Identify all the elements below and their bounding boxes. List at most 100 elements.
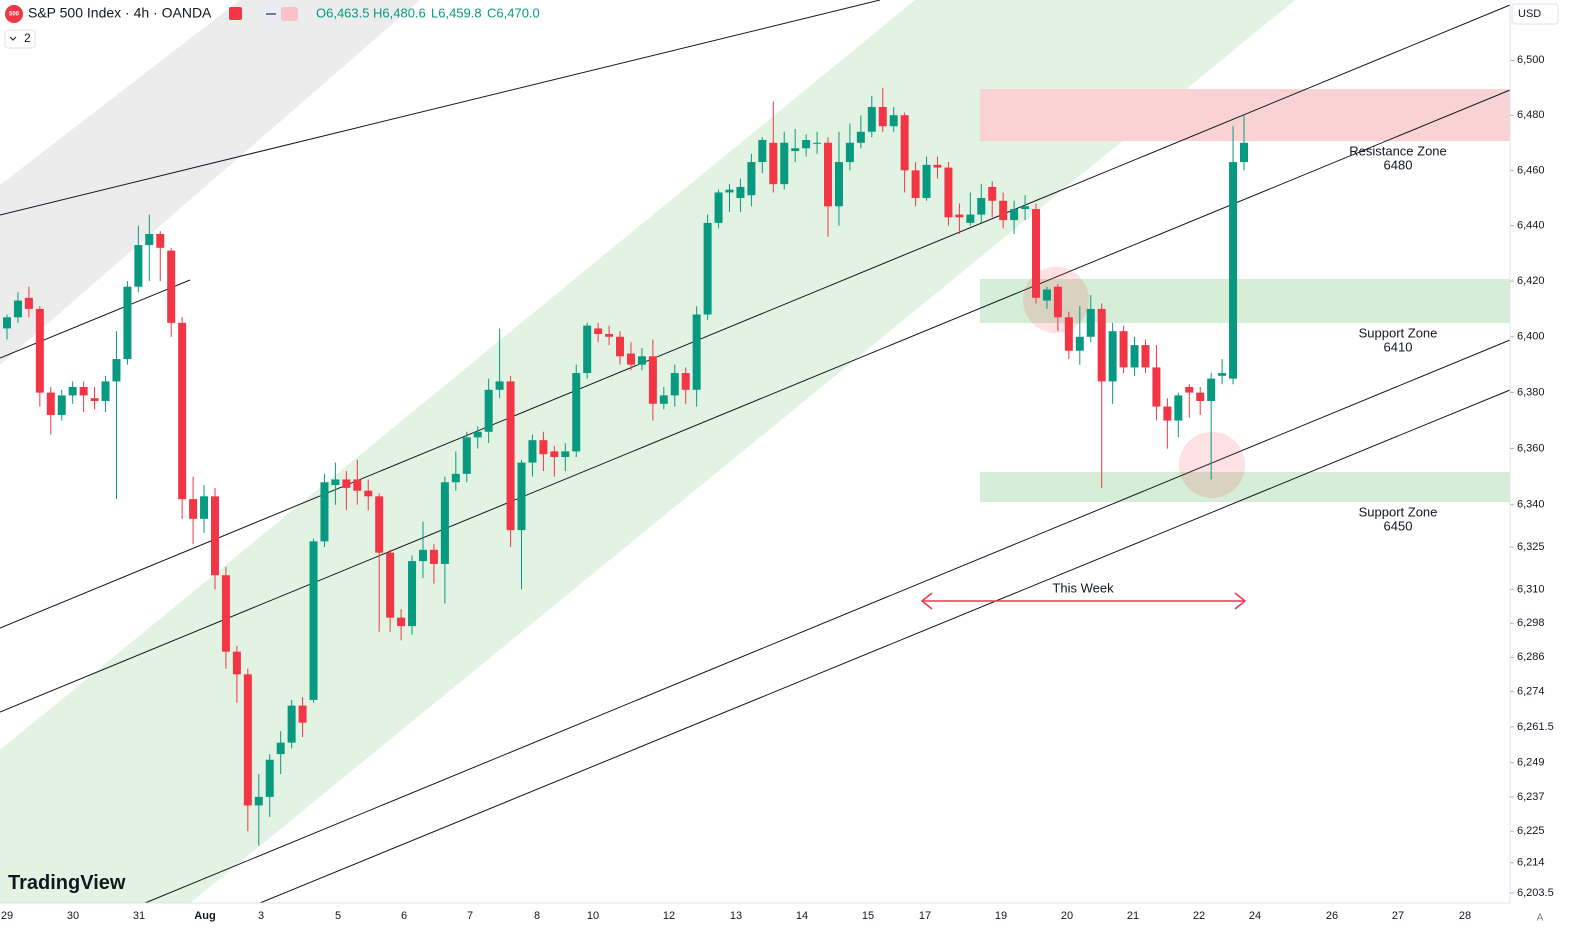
candle-body xyxy=(123,286,132,360)
candle-body xyxy=(79,387,88,396)
candle-body xyxy=(1196,392,1205,401)
candle-body xyxy=(539,440,548,455)
candle-body xyxy=(429,549,438,564)
candle-body xyxy=(462,437,471,474)
grey-channel xyxy=(0,0,420,365)
candle-body xyxy=(440,482,449,564)
x-tick-label: 5 xyxy=(335,910,341,922)
candle-body xyxy=(747,162,756,196)
candle-body xyxy=(845,142,854,163)
candle-body xyxy=(813,142,822,144)
chevron xyxy=(9,36,17,41)
ohlc-open: O6,463.5 xyxy=(316,5,370,20)
candle-body xyxy=(616,336,625,357)
auto-scale[interactable]: A xyxy=(1537,913,1544,924)
candle-body xyxy=(572,373,581,452)
y-tick-label: 6,380 xyxy=(1517,386,1545,398)
y-tick-label: 6,237 xyxy=(1517,791,1545,803)
candle-body xyxy=(451,473,460,483)
candle-body xyxy=(309,541,318,700)
candle-body xyxy=(210,496,219,576)
annotation: Resistance Zone xyxy=(1349,143,1447,158)
candle-body xyxy=(703,222,712,315)
candle-body xyxy=(484,389,493,432)
candle-body xyxy=(922,164,931,198)
candle-body xyxy=(221,575,230,652)
candle-body xyxy=(955,214,964,218)
candle-body xyxy=(791,148,800,152)
annotation: This Week xyxy=(1052,580,1114,595)
indicator-toggle[interactable] xyxy=(4,29,36,49)
candle-body xyxy=(725,189,734,193)
range-arrow xyxy=(920,592,1247,610)
y-tick-label: 6,460 xyxy=(1517,164,1545,176)
candle-body xyxy=(670,373,679,396)
candle-body xyxy=(1152,367,1161,407)
candle-body xyxy=(90,398,99,401)
candles xyxy=(3,87,1248,846)
candle-body xyxy=(659,395,668,404)
candle-body xyxy=(605,333,614,337)
watermark-text: TradingView xyxy=(8,872,126,894)
ohlc-close: C6,470.0 xyxy=(487,5,540,20)
x-tick-label: 24 xyxy=(1249,910,1261,922)
candle-body xyxy=(1064,317,1073,351)
y-tick-label: 6,214 xyxy=(1517,857,1545,869)
candle-body xyxy=(68,387,77,396)
x-tick-label: 22 xyxy=(1193,910,1205,922)
candle-body xyxy=(1108,331,1117,382)
x-tick-label: 17 xyxy=(919,910,931,922)
candle-body xyxy=(714,192,723,223)
y-tick-label: 6,500 xyxy=(1517,54,1545,66)
x-tick-label: 19 xyxy=(995,910,1007,922)
candle-body xyxy=(966,214,975,223)
candle-body xyxy=(1021,206,1030,210)
x-tick-label: 12 xyxy=(663,910,675,922)
candle-body xyxy=(178,322,187,500)
annotation: 6480 xyxy=(1384,157,1413,172)
watermark: TradingView xyxy=(8,872,126,894)
candle-body xyxy=(1130,345,1139,368)
candle-body xyxy=(834,162,843,207)
candle-body xyxy=(1119,331,1128,368)
candle-body xyxy=(517,462,526,531)
candle-body xyxy=(824,142,833,207)
symbol-title[interactable]: S&P 500 Index · 4h · OANDA xyxy=(28,5,212,21)
toggle-icon xyxy=(266,13,276,15)
candle-body xyxy=(1097,308,1106,382)
candle-body xyxy=(736,186,745,198)
x-tick-label: 7 xyxy=(467,910,473,922)
axes: 6,500 6,480 6,460 6,440 6,420 6,400 6,380 6,360… xyxy=(1,54,1554,922)
candle-body xyxy=(988,186,997,201)
y-tick-label: 6,286 xyxy=(1517,651,1545,663)
candle-body xyxy=(878,106,887,127)
x-tick-label: 21 xyxy=(1127,910,1139,922)
candle-body xyxy=(473,431,482,438)
annotation: 6450 xyxy=(1384,518,1413,533)
candle-body xyxy=(167,250,176,323)
x-tick-label: 30 xyxy=(67,910,79,922)
candle-body xyxy=(57,395,66,415)
trend-line xyxy=(0,89,1511,713)
y-tick-label: 6,310 xyxy=(1517,583,1545,595)
symbol-logo[interactable] xyxy=(5,5,23,23)
candle-body xyxy=(1010,209,1019,221)
candle-body xyxy=(1075,336,1084,351)
candle-body xyxy=(648,356,657,404)
annotations: Resistance Zone 6480 Support Zone 6410 S… xyxy=(1052,143,1446,595)
candle-body xyxy=(1207,378,1216,401)
candle-body xyxy=(506,381,515,531)
candle-body xyxy=(232,651,241,675)
candle-body xyxy=(156,233,165,248)
candle-body xyxy=(769,142,778,185)
support-zone xyxy=(980,279,1510,323)
candle-body xyxy=(189,499,198,519)
x-tick-label: 15 xyxy=(862,910,874,922)
toggle-icon xyxy=(281,7,298,21)
candle-body xyxy=(550,451,559,458)
flag[interactable] xyxy=(229,7,242,20)
candle-body xyxy=(243,674,252,806)
x-tick-label: 29 xyxy=(1,910,13,922)
candle-body xyxy=(1141,345,1150,368)
currency-button[interactable] xyxy=(1511,3,1559,25)
